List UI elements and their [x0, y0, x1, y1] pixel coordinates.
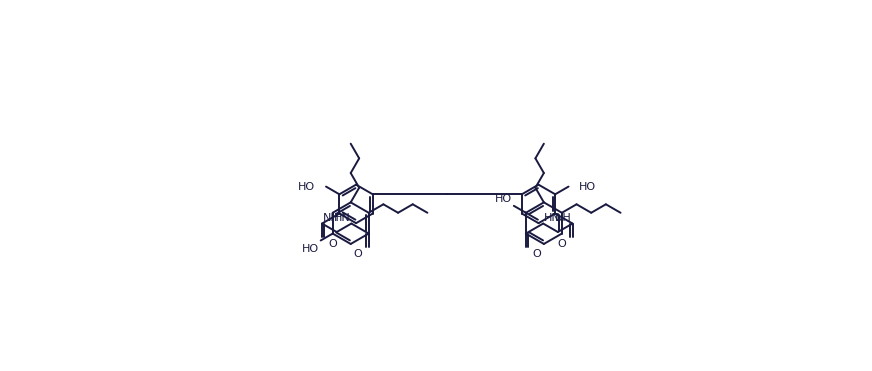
Text: HO: HO [579, 183, 596, 192]
Text: HO: HO [495, 194, 513, 204]
Text: HN: HN [334, 213, 351, 223]
Text: O: O [354, 249, 363, 259]
Text: NH: NH [323, 213, 339, 223]
Text: NH: NH [555, 213, 572, 223]
Text: HO: HO [298, 183, 316, 192]
Text: HN: HN [544, 213, 561, 223]
Text: O: O [532, 249, 541, 259]
Text: O: O [328, 239, 337, 249]
Text: HO: HO [302, 244, 319, 253]
Text: O: O [557, 239, 567, 249]
